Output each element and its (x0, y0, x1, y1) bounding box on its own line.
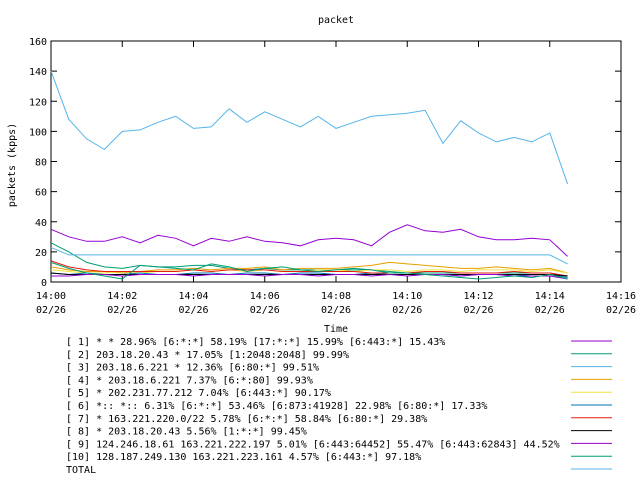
x-tick-label-time: 14:12 (463, 291, 493, 302)
y-tick-label: 40 (35, 218, 47, 229)
x-tick-label-time: 14:16 (606, 291, 636, 302)
y-tick-label: 100 (29, 127, 47, 138)
series-line-3 (50, 246, 568, 265)
y-tick-label: 60 (35, 188, 47, 199)
x-tick-label-date: 02/26 (535, 305, 565, 316)
legend-entry-label: [ 4] * 203.18.6.221 7.37% [6:*:80] 99.93… (66, 375, 313, 386)
legend-entry-label: [ 8] * 203.18.20.43 5.56% [1:*:*] 99.45% (66, 427, 307, 438)
x-tick-label-date: 02/26 (392, 305, 422, 316)
plot-frame (50, 40, 622, 283)
x-axis-label: Time (324, 324, 348, 335)
x-tick-label-time: 14:06 (250, 291, 280, 302)
series-line-7 (50, 260, 568, 277)
series-line-9 (51, 273, 568, 280)
legend-entry-label: [ 5] * 202.231.77.212 7.04% [6:443:*] 90… (66, 388, 331, 399)
x-tick-label-time: 14:14 (535, 291, 565, 302)
y-axis-label: packets (kpps) (7, 123, 18, 207)
chart-title: packet (318, 15, 354, 26)
series-line-1 (50, 224, 568, 257)
legend-entry-label: [ 6] *:: *:: 6.31% [6:*:*] 53.46% [6:873… (66, 401, 487, 412)
x-tick-label-time: 14:00 (36, 291, 66, 302)
x-tick-label-date: 02/26 (178, 305, 208, 316)
series-line-11 (50, 70, 569, 185)
x-tick-label-time: 14:02 (107, 291, 137, 302)
x-tick-label-date: 02/26 (463, 305, 493, 316)
x-tick-label-date: 02/26 (321, 305, 351, 316)
legend-entry-label: [ 2] 203.18.20.43 * 17.05% [1:2048:2048]… (66, 350, 349, 361)
y-tick-label: 160 (29, 37, 47, 48)
legend-entry-label: [ 1] * * 28.96% [6:*:*] 58.19% [17:*:*] … (66, 337, 445, 348)
x-tick-label-date: 02/26 (606, 305, 636, 316)
legend-entry-label: TOTAL (66, 465, 96, 476)
axis-ticks: 0 20 40 60 80 100 120 140 160 14:00 02/26 14:02 02/2… (29, 37, 636, 316)
x-tick-label-date: 02/26 (107, 305, 137, 316)
x-tick-label-time: 14:10 (392, 291, 422, 302)
x-tick-label-date: 02/26 (36, 305, 66, 316)
series-line-10 (50, 261, 568, 280)
series-lines (50, 70, 569, 280)
y-tick-label: 120 (29, 97, 47, 108)
x-tick-label-time: 14:08 (321, 291, 351, 302)
legend: [ 1] * * 28.96% [6:*:*] 58.19% [17:*:*] … (66, 337, 612, 476)
legend-entry-label: [10] 128.187.249.130 163.221.223.161 4.5… (66, 452, 421, 463)
legend-entry-label: [ 9] 124.246.18.61 163.221.222.197 5.01%… (66, 439, 560, 450)
y-tick-label: 140 (29, 67, 47, 78)
y-tick-label: 80 (35, 158, 47, 169)
y-tick-label: 0 (41, 278, 47, 289)
y-tick-label: 20 (35, 248, 47, 259)
legend-entry-label: [ 7] * 163.221.220.0/22 5.78% [6:*:*] 58… (66, 414, 427, 425)
x-tick-label-date: 02/26 (250, 305, 280, 316)
legend-entry-label: [ 3] 203.18.6.221 * 12.36% [6:80:*] 99.5… (66, 363, 319, 374)
x-tick-label-time: 14:04 (178, 291, 208, 302)
